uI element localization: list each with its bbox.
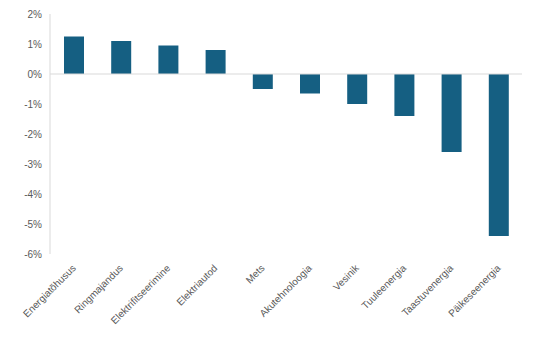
svg-text:Elektriautod: Elektriautod bbox=[174, 262, 219, 307]
svg-text:Mets: Mets bbox=[244, 262, 267, 285]
svg-text:Päikeseenergia: Päikeseenergia bbox=[446, 262, 503, 319]
svg-text:Ringmajandus: Ringmajandus bbox=[72, 262, 125, 315]
svg-text:Vesinik: Vesinik bbox=[331, 262, 362, 293]
svg-text:0%: 0% bbox=[28, 69, 43, 80]
svg-text:-1%: -1% bbox=[24, 99, 42, 110]
svg-text:1%: 1% bbox=[28, 39, 43, 50]
svg-text:-5%: -5% bbox=[24, 219, 42, 230]
svg-text:Tuuleenergia: Tuuleenergia bbox=[359, 262, 408, 311]
svg-text:Taastuvenergia: Taastuvenergia bbox=[399, 262, 456, 319]
svg-text:Energiatõhusus: Energiatõhusus bbox=[21, 262, 78, 319]
svg-text:Elektrifitseerimine: Elektrifitseerimine bbox=[109, 262, 173, 326]
svg-text:-2%: -2% bbox=[24, 129, 42, 140]
svg-text:-6%: -6% bbox=[24, 249, 42, 260]
svg-text:-4%: -4% bbox=[24, 189, 42, 200]
svg-text:2%: 2% bbox=[28, 9, 43, 20]
svg-text:Akutehnoloogia: Akutehnoloogia bbox=[257, 262, 314, 319]
svg-text:-3%: -3% bbox=[24, 159, 42, 170]
